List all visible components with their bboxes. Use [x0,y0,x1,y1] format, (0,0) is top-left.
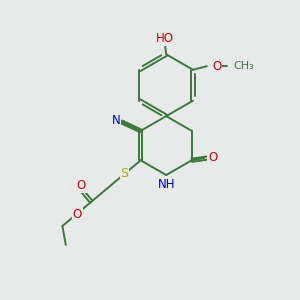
Text: HO: HO [156,32,174,46]
Text: O: O [212,60,221,73]
Text: N: N [112,114,121,127]
Text: S: S [121,167,128,180]
Text: O: O [77,179,86,192]
Text: O: O [208,152,218,164]
Text: NH: NH [158,178,175,191]
Text: O: O [73,208,82,221]
Text: CH₃: CH₃ [233,61,254,71]
